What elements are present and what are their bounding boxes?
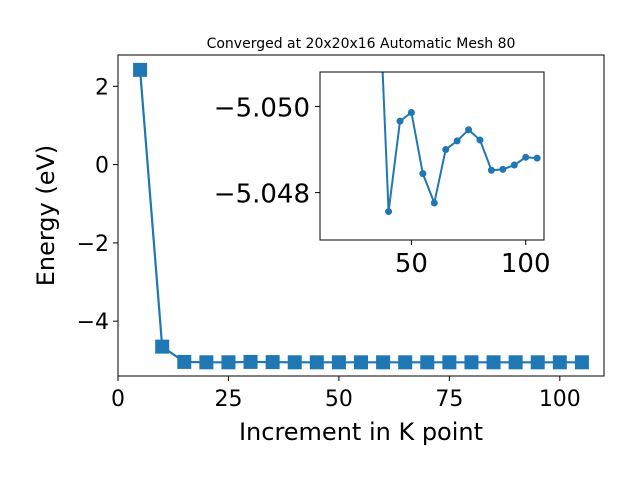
inset-data-point xyxy=(510,161,518,169)
data-point-square xyxy=(442,355,457,370)
data-point-square xyxy=(354,355,368,370)
main-axes: 0 25 50 75 100 2 0 −2 −4 Converged at 20x20x16 … xyxy=(32,36,605,446)
chart-title: Converged at 20x20x16 Automatic Mesh 80 xyxy=(207,36,516,52)
data-point-square xyxy=(574,355,589,370)
inset-data-point xyxy=(453,137,461,145)
x-tick-label: 0 xyxy=(111,387,125,412)
inset-data-point xyxy=(385,208,393,216)
x-tick-label: 75 xyxy=(435,387,463,412)
data-point-square xyxy=(177,354,192,369)
y-axis-label: Energy (eV) xyxy=(32,145,60,287)
data-point-square xyxy=(133,62,148,77)
data-point-square xyxy=(420,355,435,370)
data-point-square xyxy=(464,355,479,370)
data-point-square xyxy=(243,354,258,369)
x-tick-label: 25 xyxy=(214,387,242,412)
data-point-square xyxy=(552,355,567,370)
inset-data-point xyxy=(430,199,438,207)
x-axis-label: Increment in K point xyxy=(239,418,483,446)
inset-data-point xyxy=(407,108,415,116)
data-point-square xyxy=(199,355,214,370)
inset-data-point xyxy=(487,166,495,174)
data-point-square xyxy=(530,355,545,370)
inset-data-point xyxy=(499,165,507,173)
data-point-square xyxy=(287,355,302,370)
inset-background xyxy=(320,72,544,240)
inset-x-tick-label: 100 xyxy=(501,249,551,279)
inset-data-point xyxy=(476,136,484,144)
inset-data-point xyxy=(442,146,450,154)
inset-data-point xyxy=(533,154,541,162)
data-point-square xyxy=(398,355,413,370)
data-point-square xyxy=(221,355,236,370)
data-point-square xyxy=(265,355,280,370)
inset-y-tick-label: −5.050 xyxy=(214,93,310,123)
inset-x-tick-label: 50 xyxy=(395,249,428,279)
data-point-square xyxy=(508,355,523,370)
inset-axes: 50 100 −5.050 −5.048 xyxy=(214,71,551,279)
x-tick-label: 100 xyxy=(539,387,581,412)
y-tick-label: 0 xyxy=(95,154,109,179)
inset-data-point xyxy=(419,170,427,178)
inset-y-tick-label: −5.048 xyxy=(214,180,310,210)
data-point-square xyxy=(155,339,170,354)
inset-plot-frame xyxy=(319,71,545,241)
data-point-square xyxy=(331,355,346,370)
inset-data-point xyxy=(465,126,473,134)
data-point-square xyxy=(376,355,391,370)
y-tick-label: 2 xyxy=(95,75,109,100)
inset-data-point xyxy=(522,153,530,161)
main-plot-frame xyxy=(117,54,605,377)
x-tick-label: 50 xyxy=(325,387,353,412)
data-point-square xyxy=(486,355,501,370)
y-tick-label: −2 xyxy=(77,232,109,257)
data-point-square xyxy=(309,355,324,370)
y-tick-label: −4 xyxy=(77,310,109,335)
inset-data-point xyxy=(396,117,404,125)
